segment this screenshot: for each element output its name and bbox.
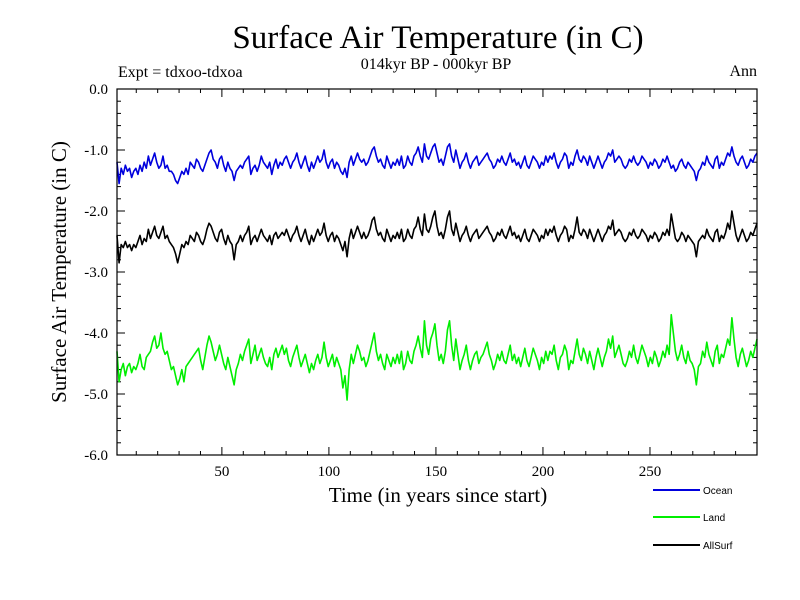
y-tick-label: 0.0 [89, 82, 108, 98]
x-tick-label: 150 [425, 464, 448, 480]
chart-title: Surface Air Temperature (in C) [232, 20, 643, 56]
legend-label-allsurf: AllSurf [703, 541, 733, 552]
y-tick-label: -2.0 [84, 204, 108, 220]
experiment-label: Expt = tdxoo-tdxoa [118, 64, 243, 81]
x-tick-label: 50 [214, 464, 229, 480]
y-tick-label: -4.0 [84, 326, 108, 342]
x-tick-label: 200 [532, 464, 555, 480]
y-axis-label: Surface Air Temperature (in C) [47, 141, 71, 403]
x-tick-label: 250 [639, 464, 662, 480]
plot-frame [116, 88, 758, 456]
legend: Ocean Land AllSurf [653, 486, 733, 552]
y-tick-label: -5.0 [84, 387, 108, 403]
y-tick-label: -6.0 [84, 448, 108, 464]
x-tick-labels: 50 100 150 200 250 [214, 464, 661, 480]
chart-subtitle: 014kyr BP - 000kyr BP [361, 56, 512, 73]
series-line-ocean [116, 143, 758, 185]
y-tick-label: -3.0 [84, 265, 108, 281]
season-label: Ann [729, 63, 757, 80]
legend-label-ocean: Ocean [703, 486, 732, 497]
legend-label-land: Land [703, 513, 725, 524]
y-tick-labels: 0.0 -1.0 -2.0 -3.0 -4.0 -5.0 -6.0 [84, 82, 108, 464]
x-tick-label: 100 [318, 464, 341, 480]
series-line-land [116, 313, 758, 401]
series-lines [116, 143, 758, 401]
x-axis-label: Time (in years since start) [329, 483, 548, 507]
y-tick-label: -1.0 [84, 143, 108, 159]
series-line-allsurf [116, 210, 758, 264]
